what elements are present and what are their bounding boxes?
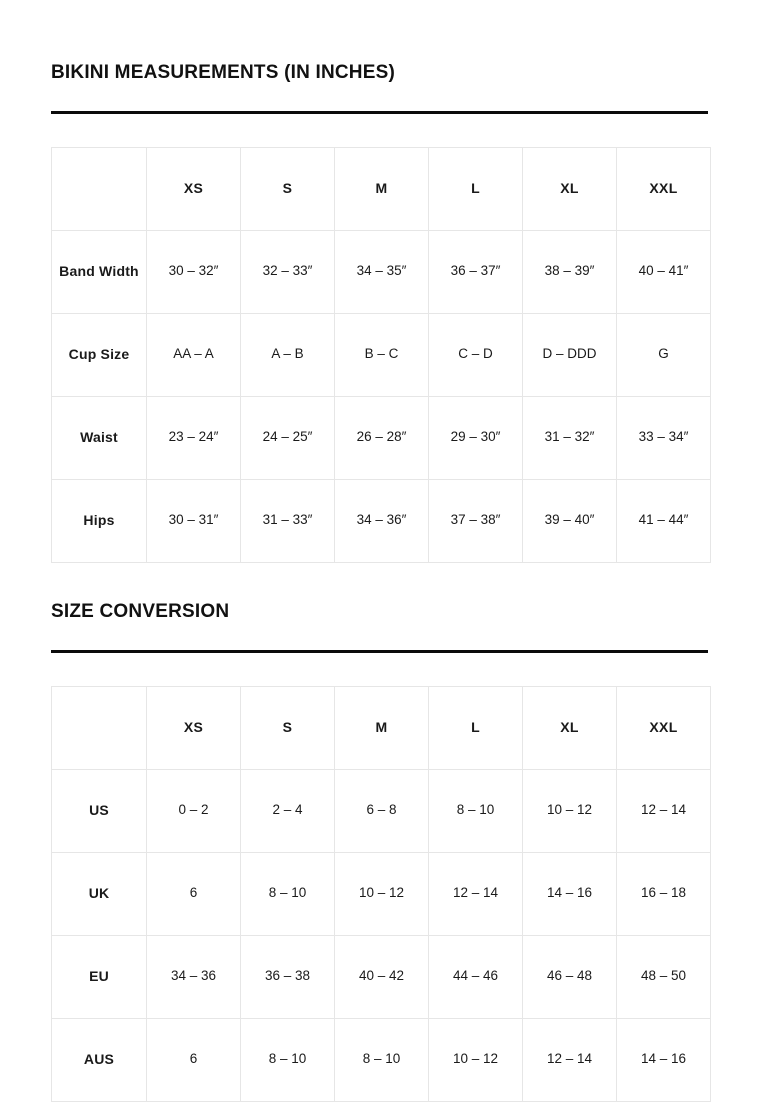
cell-hips-m: 34 – 36″ bbox=[334, 478, 429, 563]
cell-cup-size-xs: AA – A bbox=[146, 312, 241, 397]
cell-aus-m: 8 – 10 bbox=[334, 1017, 429, 1102]
rule-spacer bbox=[51, 114, 709, 147]
column-header-xs: XS bbox=[146, 685, 241, 770]
cell-waist-xs: 23 – 24″ bbox=[146, 395, 241, 480]
cell-band-width-xl: 38 – 39″ bbox=[522, 229, 617, 314]
cell-us-xxl: 12 – 14 bbox=[616, 768, 711, 853]
cell-us-xs: 0 – 2 bbox=[146, 768, 241, 853]
title-underline-rule bbox=[51, 649, 708, 653]
cell-band-width-xxl: 40 – 41″ bbox=[616, 229, 711, 314]
cell-us-m: 6 – 8 bbox=[334, 768, 429, 853]
cell-waist-s: 24 – 25″ bbox=[240, 395, 335, 480]
cell-hips-l: 37 – 38″ bbox=[428, 478, 523, 563]
column-header-s: S bbox=[240, 146, 335, 231]
column-header-xxl: XXL bbox=[616, 146, 711, 231]
rule-spacer bbox=[51, 653, 709, 686]
table-row: Waist 23 – 24″ 24 – 25″ 26 – 28″ 29 – 30… bbox=[51, 395, 711, 480]
cell-uk-xxl: 16 – 18 bbox=[616, 851, 711, 936]
table-row: Hips 30 – 31″ 31 – 33″ 34 – 36″ 37 – 38″… bbox=[51, 478, 711, 563]
cell-waist-l: 29 – 30″ bbox=[428, 395, 523, 480]
cell-eu-xs: 34 – 36 bbox=[146, 934, 241, 1019]
table-row: EU 34 – 36 36 – 38 40 – 42 44 – 46 46 – … bbox=[51, 934, 711, 1019]
cell-cup-size-s: A – B bbox=[240, 312, 335, 397]
column-header-s: S bbox=[240, 685, 335, 770]
cell-eu-xl: 46 – 48 bbox=[522, 934, 617, 1019]
row-header-waist: Waist bbox=[51, 395, 147, 480]
cell-uk-s: 8 – 10 bbox=[240, 851, 335, 936]
column-header-xxl: XXL bbox=[616, 685, 711, 770]
column-header-m: M bbox=[334, 146, 429, 231]
column-header-xl: XL bbox=[522, 146, 617, 231]
cell-band-width-s: 32 – 33″ bbox=[240, 229, 335, 314]
cell-waist-xl: 31 – 32″ bbox=[522, 395, 617, 480]
cell-uk-xs: 6 bbox=[146, 851, 241, 936]
table-header-row: XS S M L XL XXL bbox=[51, 146, 711, 231]
cell-cup-size-xl: D – DDD bbox=[522, 312, 617, 397]
column-header-xs: XS bbox=[146, 146, 241, 231]
cell-aus-s: 8 – 10 bbox=[240, 1017, 335, 1102]
table-corner-cell bbox=[51, 146, 147, 231]
section-bikini-measurements: BIKINI MEASUREMENTS (IN INCHES) XS S M L… bbox=[51, 62, 711, 563]
cell-aus-l: 10 – 12 bbox=[428, 1017, 523, 1102]
cell-cup-size-xxl: G bbox=[616, 312, 711, 397]
row-header-us: US bbox=[51, 768, 147, 853]
title-spacer bbox=[51, 624, 709, 650]
cell-cup-size-m: B – C bbox=[334, 312, 429, 397]
row-header-uk: UK bbox=[51, 851, 147, 936]
cell-uk-m: 10 – 12 bbox=[334, 851, 429, 936]
size-conversion-table: XS S M L XL XXL US 0 – 2 2 – 4 6 – 8 8 –… bbox=[51, 685, 711, 1102]
cell-hips-xxl: 41 – 44″ bbox=[616, 478, 711, 563]
cell-eu-xxl: 48 – 50 bbox=[616, 934, 711, 1019]
cell-hips-s: 31 – 33″ bbox=[240, 478, 335, 563]
cell-waist-m: 26 – 28″ bbox=[334, 395, 429, 480]
cell-hips-xs: 30 – 31″ bbox=[146, 478, 241, 563]
row-header-aus: AUS bbox=[51, 1017, 147, 1102]
page-top-spacer bbox=[51, 0, 711, 62]
row-header-hips: Hips bbox=[51, 478, 147, 563]
title-underline-rule bbox=[51, 110, 708, 114]
table-corner-cell bbox=[51, 685, 147, 770]
row-header-eu: EU bbox=[51, 934, 147, 1019]
cell-aus-xl: 12 – 14 bbox=[522, 1017, 617, 1102]
cell-us-xl: 10 – 12 bbox=[522, 768, 617, 853]
column-header-l: L bbox=[428, 146, 523, 231]
cell-hips-xl: 39 – 40″ bbox=[522, 478, 617, 563]
table-row: UK 6 8 – 10 10 – 12 12 – 14 14 – 16 16 –… bbox=[51, 851, 711, 936]
section-size-conversion: SIZE CONVERSION XS S M L XL XXL bbox=[51, 600, 711, 1102]
cell-aus-xs: 6 bbox=[146, 1017, 241, 1102]
cell-waist-xxl: 33 – 34″ bbox=[616, 395, 711, 480]
cell-us-s: 2 – 4 bbox=[240, 768, 335, 853]
table-header-row: XS S M L XL XXL bbox=[51, 685, 711, 770]
cell-eu-l: 44 – 46 bbox=[428, 934, 523, 1019]
bikini-measurements-table: XS S M L XL XXL Band Width 30 – 32″ 32 –… bbox=[51, 146, 711, 563]
cell-eu-m: 40 – 42 bbox=[334, 934, 429, 1019]
column-header-m: M bbox=[334, 685, 429, 770]
column-header-xl: XL bbox=[522, 685, 617, 770]
cell-cup-size-l: C – D bbox=[428, 312, 523, 397]
cell-aus-xxl: 14 – 16 bbox=[616, 1017, 711, 1102]
cell-band-width-xs: 30 – 32″ bbox=[146, 229, 241, 314]
page-title: BIKINI MEASUREMENTS (IN INCHES) bbox=[51, 62, 395, 83]
row-header-band-width: Band Width bbox=[51, 229, 147, 314]
section-title-size-conversion: SIZE CONVERSION bbox=[51, 600, 230, 622]
cell-band-width-l: 36 – 37″ bbox=[428, 229, 523, 314]
table-row: Cup Size AA – A A – B B – C C – D D – DD… bbox=[51, 312, 711, 397]
cell-band-width-m: 34 – 35″ bbox=[334, 229, 429, 314]
cell-eu-s: 36 – 38 bbox=[240, 934, 335, 1019]
cell-uk-l: 12 – 14 bbox=[428, 851, 523, 936]
cell-us-l: 8 – 10 bbox=[428, 768, 523, 853]
row-header-cup-size: Cup Size bbox=[51, 312, 147, 397]
title-spacer bbox=[51, 85, 709, 111]
table-row: Band Width 30 – 32″ 32 – 33″ 34 – 35″ 36… bbox=[51, 229, 711, 314]
table-row: AUS 6 8 – 10 8 – 10 10 – 12 12 – 14 14 –… bbox=[51, 1017, 711, 1102]
cell-uk-xl: 14 – 16 bbox=[522, 851, 617, 936]
section-spacer bbox=[51, 563, 711, 601]
column-header-l: L bbox=[428, 685, 523, 770]
table-row: US 0 – 2 2 – 4 6 – 8 8 – 10 10 – 12 12 –… bbox=[51, 768, 711, 853]
